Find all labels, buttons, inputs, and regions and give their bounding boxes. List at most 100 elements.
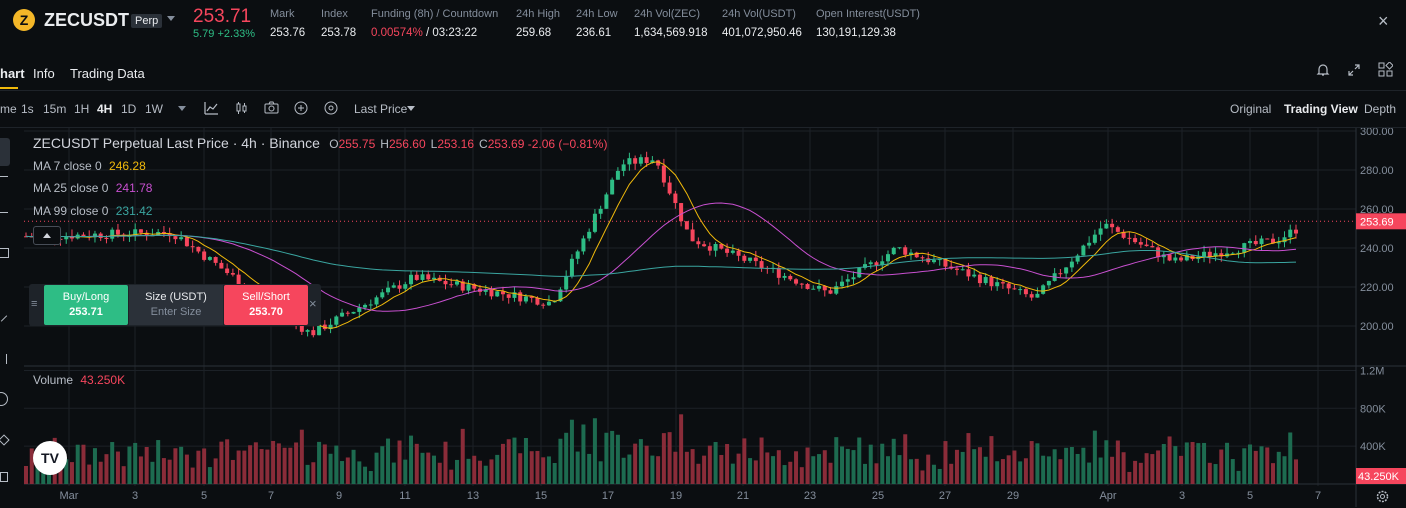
candle-body (81, 234, 86, 237)
volume-bar (1144, 453, 1149, 484)
candle-body (759, 261, 764, 269)
settings-icon[interactable] (324, 101, 338, 120)
volume-bar (1248, 444, 1253, 484)
chart-settings-gear-icon[interactable] (1376, 490, 1389, 508)
volume-bars (24, 414, 1298, 484)
close-icon[interactable]: × (1378, 11, 1389, 31)
candle-body (230, 273, 235, 275)
view-trading-view[interactable]: Trading View (1284, 102, 1358, 116)
view-original[interactable]: Original (1230, 102, 1272, 116)
volume-bar (518, 453, 523, 484)
candle-body (1230, 253, 1235, 255)
volume-bar (1282, 456, 1287, 484)
volume-tick-label: 1.2M (1360, 365, 1384, 377)
sell-short-button[interactable]: Sell/Short 253.70 (224, 285, 308, 325)
brush-tool-icon[interactable] (0, 315, 8, 322)
candle-body (1104, 223, 1109, 229)
camera-icon[interactable] (264, 101, 279, 120)
candle-body (173, 236, 178, 240)
candle-body (466, 284, 471, 291)
volume-bar (552, 462, 557, 484)
trash-tool-icon[interactable] (0, 472, 8, 482)
price-type-chevron-icon[interactable] (407, 106, 415, 111)
candle-type-icon[interactable] (235, 101, 249, 120)
volume-bar (598, 461, 603, 484)
candle-body (1075, 255, 1080, 262)
date-tick-label: 21 (737, 490, 749, 502)
crosshair-tool-icon[interactable] (0, 138, 10, 166)
volume-bar (799, 467, 804, 484)
price-chart[interactable]: 300.00 280.00 260.00 240.00 220.00 200.00 253.… (24, 128, 1406, 507)
candle-body (1271, 238, 1276, 244)
fib-tool-icon[interactable] (0, 212, 8, 213)
trend-line-tool-icon[interactable] (0, 176, 8, 177)
candle-body (207, 257, 212, 260)
volume-bar (753, 460, 758, 484)
add-indicator-icon[interactable] (294, 101, 308, 120)
volume-bar (64, 459, 69, 484)
volume-bar (299, 429, 304, 484)
ma99-legend: MA 99 close 0 231.42 (33, 204, 152, 218)
size-input[interactable]: Size (USDT) Enter Size (129, 285, 223, 325)
price-tick-label: 300.00 (1360, 128, 1394, 138)
tab-chart[interactable]: hart (0, 66, 25, 81)
stat-value: 0.00574% / 03:23:22 (371, 27, 477, 39)
candle-body (954, 268, 959, 270)
pattern-tool-icon[interactable] (0, 248, 9, 258)
volume-bar (340, 461, 345, 484)
indicator-icon[interactable] (204, 101, 219, 120)
tab-info[interactable]: Info (33, 66, 55, 81)
price-tick-label: 280.00 (1360, 165, 1394, 177)
ma7-label: MA 7 close 0 (33, 159, 102, 173)
interval-1H[interactable]: 1H (74, 102, 90, 116)
volume-bar (110, 442, 115, 484)
volume-bar (489, 459, 494, 484)
close-widget-icon[interactable]: × (309, 296, 317, 311)
date-tick-label: 15 (535, 490, 547, 502)
volume-bar (380, 446, 385, 484)
price-type-select[interactable]: Last Price (354, 102, 408, 116)
candle-body (845, 279, 850, 282)
volume-bar (765, 452, 770, 484)
volume-bar (592, 418, 597, 484)
interval-15m[interactable]: 15m (43, 102, 67, 116)
drag-handle-icon[interactable]: ≡ (31, 298, 38, 310)
symbol-name[interactable]: ZECUSDT (44, 10, 129, 30)
bell-icon[interactable] (1316, 63, 1330, 82)
stat-value: 401,072,950.46 (722, 27, 802, 39)
candle-body (943, 259, 948, 267)
collapse-legend-button[interactable] (33, 226, 61, 245)
candle-body (822, 285, 827, 291)
chevron-down-icon[interactable] (167, 16, 175, 21)
expand-icon[interactable] (1347, 63, 1361, 82)
tradingview-logo[interactable]: TV (33, 441, 67, 475)
tab-trading-data[interactable]: Trading Data (70, 66, 145, 81)
buy-long-button[interactable]: Buy/Long 253.71 (44, 285, 128, 325)
candle-body (891, 247, 896, 255)
magnet-tool-icon[interactable] (0, 392, 8, 406)
candle-body (788, 275, 793, 280)
text-tool-icon[interactable] (0, 354, 7, 364)
layout-grid-icon[interactable] (1378, 61, 1394, 82)
interval-4H[interactable]: 4H (97, 102, 113, 116)
interval-1W[interactable]: 1W (145, 102, 163, 116)
volume-bar (483, 465, 488, 484)
volume-bar (230, 459, 235, 484)
interval-me[interactable]: me (0, 102, 17, 116)
interval-1D[interactable]: 1D (121, 102, 137, 116)
interval-1s[interactable]: 1s (21, 102, 34, 116)
view-depth[interactable]: Depth (1364, 102, 1397, 116)
candle-body (633, 158, 638, 164)
candle-body (679, 203, 684, 222)
volume-bar (1138, 462, 1143, 484)
volume-bar (1035, 443, 1040, 484)
volume-bar (702, 455, 707, 484)
volume-bar (713, 442, 718, 484)
volume-bar (144, 447, 149, 484)
candle-body (885, 254, 890, 262)
eraser-tool-icon[interactable] (0, 434, 10, 446)
candle-body (1202, 251, 1207, 257)
candle-body (351, 311, 356, 314)
volume-bar (92, 448, 97, 484)
interval-dropdown-icon[interactable] (178, 106, 186, 111)
